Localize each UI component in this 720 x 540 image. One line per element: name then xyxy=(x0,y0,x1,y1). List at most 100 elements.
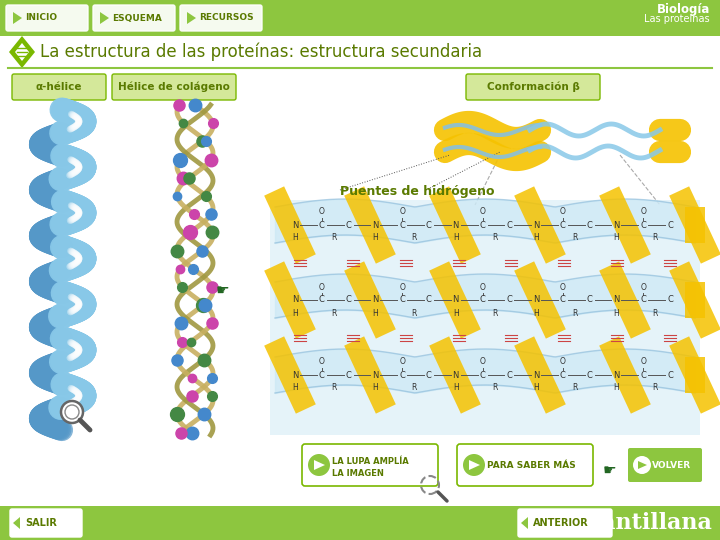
Text: R: R xyxy=(652,233,658,242)
Text: O: O xyxy=(399,282,405,292)
Text: H: H xyxy=(534,308,539,318)
Text: C: C xyxy=(346,370,351,380)
Bar xyxy=(0,506,720,540)
Polygon shape xyxy=(514,336,566,414)
Text: C: C xyxy=(346,220,351,230)
Text: O: O xyxy=(480,282,485,292)
Polygon shape xyxy=(669,336,720,414)
Bar xyxy=(0,0,720,36)
Polygon shape xyxy=(344,186,396,264)
Text: H: H xyxy=(372,308,378,318)
Text: N: N xyxy=(453,295,459,305)
Text: Puentes de hidrógeno: Puentes de hidrógeno xyxy=(340,186,495,199)
Text: C: C xyxy=(480,295,485,305)
Text: N: N xyxy=(372,220,379,230)
FancyBboxPatch shape xyxy=(302,444,438,486)
Text: O: O xyxy=(399,207,405,217)
FancyBboxPatch shape xyxy=(457,444,593,486)
Text: H: H xyxy=(453,233,459,242)
Text: N: N xyxy=(292,295,298,305)
Text: La estructura de las proteínas: estructura secundaria: La estructura de las proteínas: estructu… xyxy=(40,43,482,61)
Text: R: R xyxy=(492,308,498,318)
Polygon shape xyxy=(429,336,481,414)
Text: C: C xyxy=(506,295,512,305)
Text: C: C xyxy=(399,220,405,230)
Text: R: R xyxy=(572,233,577,242)
Text: Las proteínas: Las proteínas xyxy=(644,13,710,24)
Bar xyxy=(685,282,705,318)
Text: INICIO: INICIO xyxy=(25,14,57,23)
Text: N: N xyxy=(533,220,539,230)
Text: R: R xyxy=(411,233,417,242)
Text: N: N xyxy=(533,295,539,305)
Text: C: C xyxy=(506,220,512,230)
Text: N: N xyxy=(533,370,539,380)
Text: Santillana: Santillana xyxy=(585,512,712,534)
Text: H: H xyxy=(292,383,298,393)
Text: C: C xyxy=(346,295,351,305)
FancyBboxPatch shape xyxy=(112,74,236,100)
Text: N: N xyxy=(372,295,379,305)
Text: C: C xyxy=(587,370,593,380)
Text: N: N xyxy=(613,370,620,380)
Text: C: C xyxy=(480,220,485,230)
Text: O: O xyxy=(319,357,325,367)
Text: N: N xyxy=(613,220,620,230)
Text: C: C xyxy=(587,220,593,230)
FancyBboxPatch shape xyxy=(12,74,106,100)
Text: N: N xyxy=(453,370,459,380)
Text: O: O xyxy=(640,207,646,217)
Text: O: O xyxy=(640,282,646,292)
Polygon shape xyxy=(13,12,22,24)
Text: ANTERIOR: ANTERIOR xyxy=(533,518,589,528)
Text: RECURSOS: RECURSOS xyxy=(199,14,253,23)
Polygon shape xyxy=(599,261,651,339)
Polygon shape xyxy=(514,261,566,339)
Text: C: C xyxy=(640,295,646,305)
Circle shape xyxy=(633,456,651,474)
Text: C: C xyxy=(667,295,673,305)
Text: H: H xyxy=(453,383,459,393)
Text: C: C xyxy=(667,370,673,380)
Circle shape xyxy=(463,454,485,476)
Text: C: C xyxy=(560,295,566,305)
Text: SALIR: SALIR xyxy=(25,518,57,528)
Text: H: H xyxy=(534,383,539,393)
Text: Hélice de colágeno: Hélice de colágeno xyxy=(118,82,230,92)
Polygon shape xyxy=(638,461,647,469)
Text: Biología: Biología xyxy=(657,3,710,16)
Text: C: C xyxy=(319,295,325,305)
Polygon shape xyxy=(9,36,35,68)
FancyBboxPatch shape xyxy=(93,5,175,31)
Polygon shape xyxy=(469,460,480,470)
Text: R: R xyxy=(331,308,336,318)
Text: PARA SABER MÁS: PARA SABER MÁS xyxy=(487,461,576,469)
FancyBboxPatch shape xyxy=(10,509,82,537)
Text: C: C xyxy=(319,370,325,380)
Polygon shape xyxy=(100,12,109,24)
Polygon shape xyxy=(264,261,316,339)
Text: H: H xyxy=(613,233,619,242)
Polygon shape xyxy=(13,517,20,529)
FancyBboxPatch shape xyxy=(628,448,702,482)
Text: C: C xyxy=(560,370,566,380)
Text: C: C xyxy=(667,220,673,230)
Text: R: R xyxy=(331,383,336,393)
Text: H: H xyxy=(613,308,619,318)
Text: C: C xyxy=(640,370,646,380)
Text: H: H xyxy=(613,383,619,393)
Text: O: O xyxy=(480,207,485,217)
Text: ☛: ☛ xyxy=(216,282,230,298)
Text: C: C xyxy=(587,295,593,305)
Text: R: R xyxy=(331,233,336,242)
Text: C: C xyxy=(640,220,646,230)
Circle shape xyxy=(308,454,330,476)
Polygon shape xyxy=(15,43,29,61)
Polygon shape xyxy=(429,186,481,264)
Text: C: C xyxy=(506,370,512,380)
Text: R: R xyxy=(572,383,577,393)
Text: C: C xyxy=(480,370,485,380)
Bar xyxy=(685,357,705,393)
Text: R: R xyxy=(572,308,577,318)
Text: H: H xyxy=(292,308,298,318)
